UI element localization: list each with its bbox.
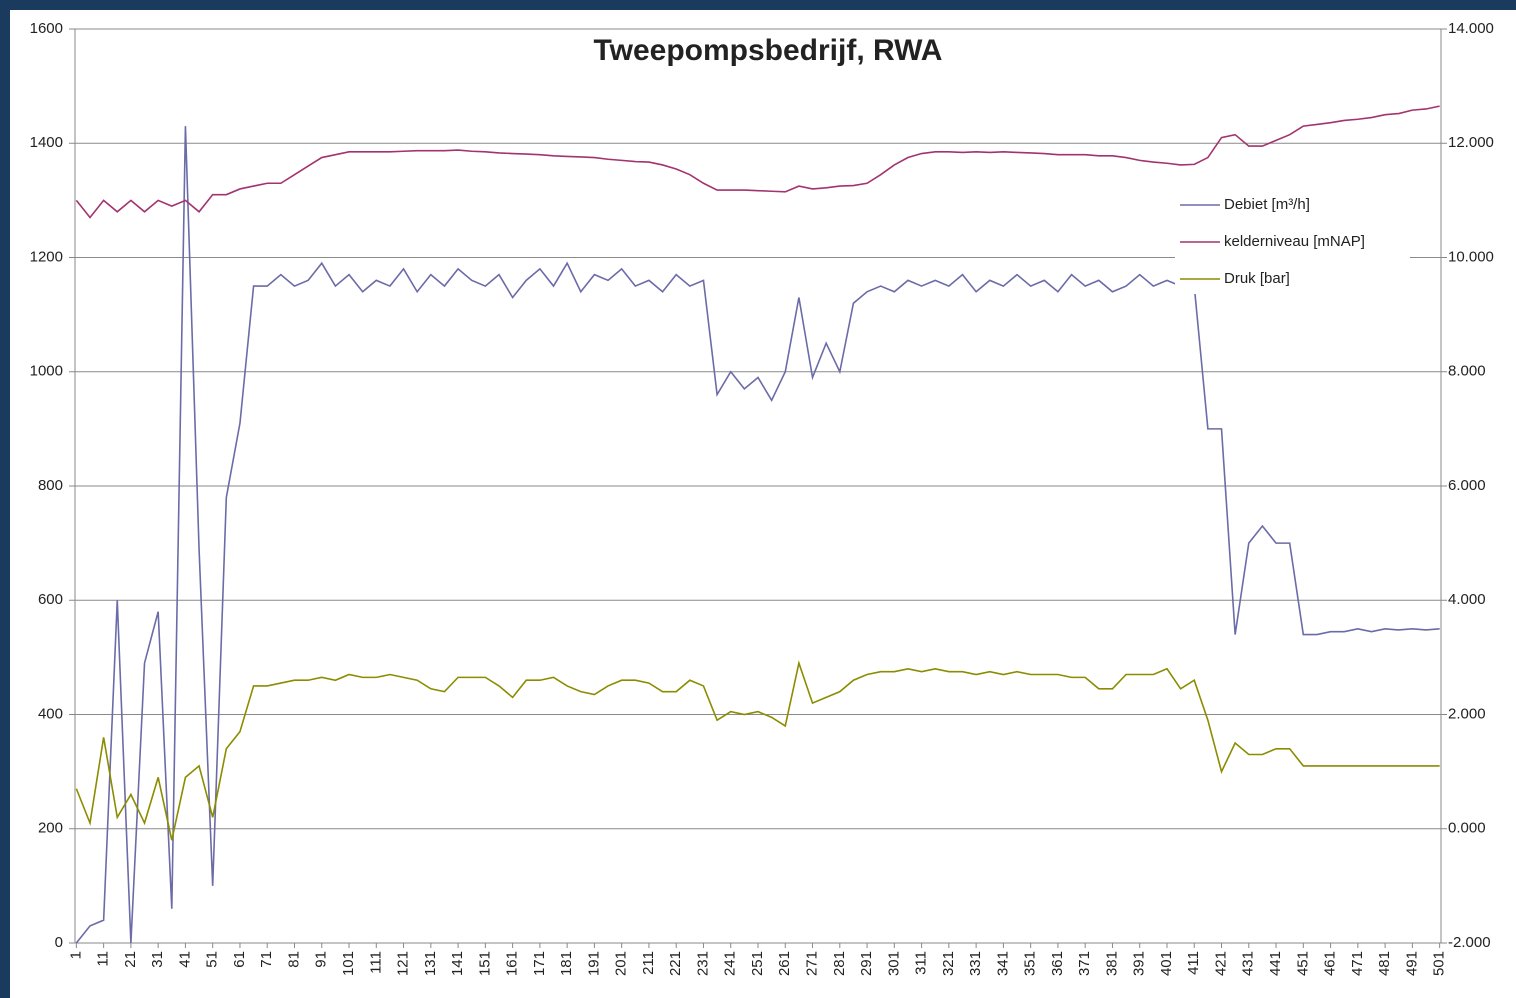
chart-title: Tweepompsbedrijf, RWA bbox=[594, 34, 943, 67]
x-tick-label: 381 bbox=[1103, 951, 1120, 976]
x-tick-label: 341 bbox=[994, 951, 1011, 976]
x-tick-label: 281 bbox=[831, 951, 848, 976]
series-line bbox=[75, 126, 1440, 944]
x-tick-label: 191 bbox=[585, 951, 602, 976]
y2-tick-label: 12.000 bbox=[1448, 134, 1494, 151]
series-line bbox=[75, 660, 1440, 841]
x-tick-label: 261 bbox=[776, 951, 793, 976]
x-tick-label: 151 bbox=[476, 951, 493, 976]
x-tick-label: 41 bbox=[176, 951, 193, 968]
y2-tick-label: -2.000 bbox=[1448, 934, 1491, 951]
x-tick-label: 201 bbox=[613, 951, 630, 976]
x-tick-label: 471 bbox=[1349, 951, 1366, 976]
x-tick-label: 481 bbox=[1376, 951, 1393, 976]
x-tick-label: 271 bbox=[803, 951, 820, 976]
y-tick-label: 0 bbox=[55, 934, 63, 951]
x-tick-label: 331 bbox=[967, 951, 984, 976]
x-tick-label: 421 bbox=[1212, 951, 1229, 976]
y-tick-label: 1200 bbox=[30, 248, 63, 265]
x-tick-label: 11 bbox=[95, 951, 112, 967]
y-tick-label: 1600 bbox=[30, 20, 63, 37]
y2-tick-label: 0.000 bbox=[1448, 820, 1486, 837]
x-tick-label: 311 bbox=[913, 951, 930, 975]
y-tick-label: 600 bbox=[38, 591, 63, 608]
y-tick-label: 1400 bbox=[30, 134, 63, 151]
x-tick-label: 451 bbox=[1294, 951, 1311, 976]
x-tick-label: 141 bbox=[449, 951, 466, 976]
legend-label: Debiet [m³/h] bbox=[1224, 196, 1310, 213]
x-tick-label: 171 bbox=[531, 951, 548, 976]
y2-tick-label: 4.000 bbox=[1448, 591, 1486, 608]
y-tick-label: 800 bbox=[38, 477, 63, 494]
x-tick-label: 21 bbox=[122, 951, 139, 968]
x-tick-label: 111 bbox=[367, 951, 384, 974]
x-tick-label: 1 bbox=[67, 951, 84, 959]
x-tick-label: 431 bbox=[1240, 951, 1257, 976]
x-tick-label: 251 bbox=[749, 951, 766, 976]
legend-label: kelderniveau [mNAP] bbox=[1224, 233, 1365, 250]
x-tick-label: 221 bbox=[667, 951, 684, 976]
y-tick-label: 200 bbox=[38, 820, 63, 837]
y2-tick-label: 10.000 bbox=[1448, 248, 1494, 265]
x-tick-label: 391 bbox=[1131, 951, 1148, 976]
x-tick-label: 401 bbox=[1158, 951, 1175, 976]
x-tick-label: 131 bbox=[422, 951, 439, 976]
x-tick-label: 291 bbox=[858, 951, 875, 976]
x-tick-label: 211 bbox=[640, 951, 657, 975]
x-tick-label: 161 bbox=[504, 951, 521, 976]
x-tick-label: 301 bbox=[885, 951, 902, 976]
x-tick-label: 371 bbox=[1076, 951, 1093, 976]
x-tick-label: 91 bbox=[313, 951, 330, 968]
x-tick-label: 101 bbox=[340, 951, 357, 976]
y-tick-label: 1000 bbox=[30, 363, 63, 380]
y2-tick-label: 6.000 bbox=[1448, 477, 1486, 494]
x-tick-label: 351 bbox=[1022, 951, 1039, 976]
x-tick-label: 501 bbox=[1431, 951, 1448, 976]
y-tick-label: 400 bbox=[38, 705, 63, 722]
x-tick-label: 51 bbox=[204, 951, 221, 968]
x-tick-label: 81 bbox=[285, 951, 302, 968]
x-tick-label: 61 bbox=[231, 951, 248, 968]
x-tick-label: 491 bbox=[1403, 951, 1420, 976]
x-tick-label: 231 bbox=[694, 951, 711, 976]
chart-area bbox=[10, 10, 1516, 998]
x-tick-label: 71 bbox=[258, 951, 275, 968]
y2-tick-label: 8.000 bbox=[1448, 363, 1486, 380]
x-tick-label: 241 bbox=[722, 951, 739, 976]
y2-tick-label: 14.000 bbox=[1448, 20, 1494, 37]
x-tick-label: 461 bbox=[1322, 951, 1339, 976]
legend-box bbox=[1175, 182, 1410, 294]
series-line bbox=[75, 105, 1440, 219]
x-tick-label: 121 bbox=[395, 951, 412, 976]
legend-label: Druk [bar] bbox=[1224, 270, 1290, 287]
x-tick-label: 361 bbox=[1049, 951, 1066, 976]
x-tick-label: 181 bbox=[558, 951, 575, 976]
x-tick-label: 31 bbox=[149, 951, 166, 968]
x-tick-label: 411 bbox=[1185, 951, 1202, 975]
x-tick-label: 321 bbox=[940, 951, 957, 976]
x-tick-label: 441 bbox=[1267, 951, 1284, 976]
y2-tick-label: 2.000 bbox=[1448, 705, 1486, 722]
